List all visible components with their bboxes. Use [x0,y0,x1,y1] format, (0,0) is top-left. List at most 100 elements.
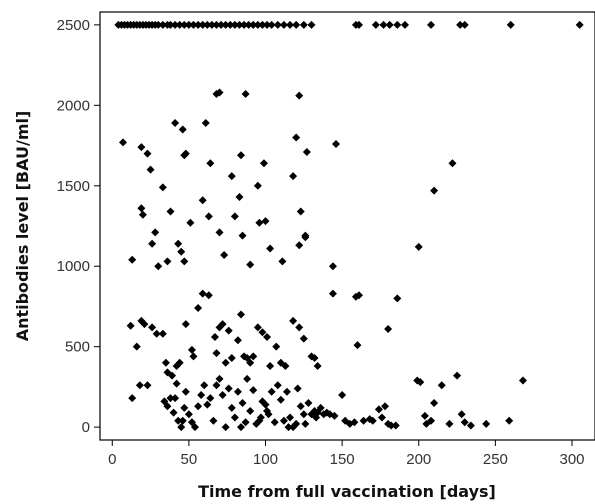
data-point [206,159,215,168]
data-point [273,20,282,29]
data-point [279,416,288,425]
data-point [279,20,288,29]
data-point [266,244,275,253]
data-point [384,324,393,333]
data-point [191,423,200,432]
data-point [180,20,189,29]
data-point [172,379,181,388]
data-point [230,413,239,422]
data-point [295,241,304,250]
data-point [220,250,229,259]
x-tick-label: 250 [483,451,508,468]
data-point [400,20,409,29]
data-point [204,212,213,221]
data-point [151,228,160,237]
data-point [148,239,157,248]
data-point [253,181,262,190]
data-point [200,381,209,390]
data-point [203,20,212,29]
data-point [217,20,226,29]
data-point [126,321,135,330]
data-point [174,416,183,425]
data-point [249,352,258,361]
data-point [184,20,193,29]
data-point [437,381,446,390]
data-point [286,413,295,422]
data-point [198,196,207,205]
data-point [201,119,210,128]
data-point [146,165,155,174]
data-point [448,159,457,168]
data-point [128,255,137,264]
data-point [177,247,186,256]
data-point [518,376,527,385]
data-point [393,294,402,303]
data-point [212,20,221,29]
data-point [240,20,249,29]
data-point [267,387,276,396]
data-point [284,423,293,432]
data-point [235,193,244,202]
data-point [445,419,454,428]
data-point [377,413,386,422]
data-point [293,384,302,393]
data-point [198,20,207,29]
data-point [416,378,425,387]
data-point [171,394,180,403]
data-point [256,413,265,422]
data-point [332,139,341,148]
data-point [328,262,337,271]
data-point [197,390,206,399]
data-point [227,403,236,412]
data-point [264,410,273,419]
data-point [330,411,339,420]
data-point [238,231,247,240]
data-point [296,207,305,216]
data-point [236,423,245,432]
data-point [204,291,213,300]
data-point [253,323,262,332]
data-point [152,329,161,338]
data-point [391,421,400,430]
data-point [158,183,167,192]
plot-frame [99,11,595,441]
data-point [215,374,224,383]
data-point [505,416,514,425]
data-point [236,151,245,160]
data-point [171,20,180,29]
data-point [148,323,157,332]
data-point [177,423,186,432]
data-point [453,371,462,380]
data-point [246,260,255,269]
data-point [381,402,390,411]
data-point [299,20,308,29]
data-point [575,20,584,29]
data-point [171,119,180,128]
data-point [168,371,177,380]
data-point [178,416,187,425]
data-point [292,133,301,142]
data-point [387,421,396,430]
y-tick-label: 2000 [57,97,90,114]
data-point [163,257,172,266]
data-point [241,418,250,427]
y-tick-label: 1500 [57,178,90,195]
x-tick-label: 50 [181,451,198,468]
data-point [221,358,230,367]
data-point [307,20,316,29]
data-point [174,239,183,248]
data-point [457,410,466,419]
data-point [313,361,322,370]
data-point [301,419,310,428]
data-point [263,20,272,29]
data-point [292,419,301,428]
data-point [230,20,239,29]
data-point [184,410,193,419]
data-point [289,316,298,325]
x-tick-label: 300 [559,451,584,468]
data-point [135,381,144,390]
data-point [338,390,347,399]
data-point [427,20,436,29]
data-point [316,403,325,412]
